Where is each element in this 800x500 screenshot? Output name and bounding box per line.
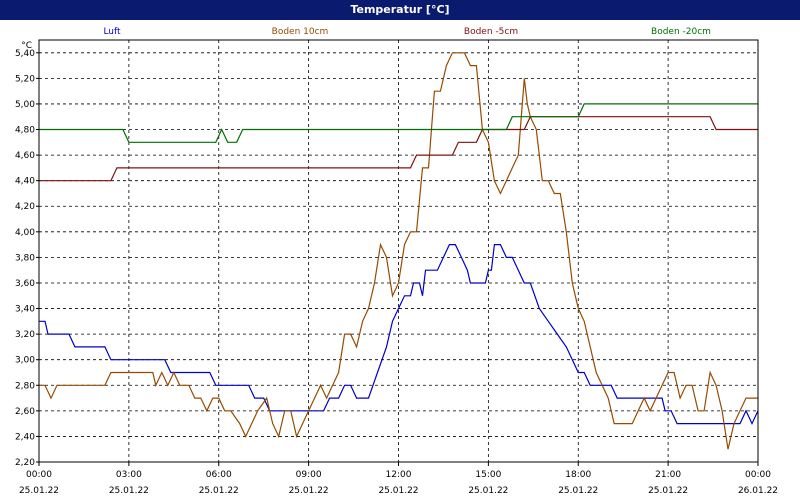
- x-tick-time-label: 09:00: [296, 470, 322, 480]
- y-tick-label: 3,80: [15, 253, 35, 263]
- x-tick-date-label: 25.01.22: [468, 486, 508, 496]
- legend-item: Boden -5cm: [464, 27, 518, 37]
- x-tick-date-label: 25.01.22: [378, 486, 418, 496]
- x-tick-date-label: 25.01.22: [19, 486, 59, 496]
- y-tick-label: 4,80: [15, 126, 35, 136]
- y-tick-label: 2,40: [15, 432, 35, 442]
- gridlines: [39, 40, 758, 463]
- y-tick-label: 2,20: [15, 458, 35, 468]
- y-tick-label: 2,80: [15, 381, 35, 391]
- x-tick-time-label: 03:00: [116, 470, 142, 480]
- y-tick-label: 5,20: [15, 74, 35, 84]
- series-line-3: [39, 116, 758, 182]
- y-tick-label: 2,60: [15, 407, 35, 417]
- x-tick-time-label: 15:00: [475, 470, 501, 480]
- x-tick-date-label: 25.01.22: [109, 486, 149, 496]
- legend: Luft Boden 10cm Boden -5cm Boden -20cm: [103, 27, 711, 37]
- x-tick-time-label: 18:00: [565, 470, 591, 480]
- x-tick-date-label: 25.01.22: [289, 486, 329, 496]
- x-tick-time-label: 00:00: [26, 470, 52, 480]
- legend-item: Boden -20cm: [651, 27, 711, 37]
- y-tick-label: 3,60: [15, 279, 35, 289]
- x-tick-time-label: 12:00: [386, 470, 412, 480]
- y-tick-label: 4,20: [15, 202, 35, 212]
- series-lines: [39, 52, 759, 450]
- series-line-1: [39, 244, 759, 426]
- plot-frame: [38, 39, 759, 463]
- x-tick-time-label: 00:00: [745, 470, 771, 480]
- x-tick-date-label: 25.01.22: [648, 486, 688, 496]
- legend-item: Luft: [103, 27, 121, 37]
- y-axis-ticks: 2,20 2,40 2,60 2,80 3,00 3,20 3,40 3,60 3,80 4,00…: [15, 49, 39, 468]
- y-tick-label: 5,40: [15, 49, 35, 59]
- chart-title: Temperatur [°C]: [350, 3, 450, 16]
- x-tick-date-label: 25.01.22: [199, 486, 239, 496]
- y-tick-label: 5,00: [15, 100, 35, 110]
- x-tick-date-label: 25.01.22: [558, 486, 598, 496]
- temperature-chart: Luft Boden 10cm Boden -5cm Boden -20cm °C 2…: [0, 20, 800, 500]
- y-tick-label: 4,40: [15, 177, 35, 187]
- x-axis-ticks: 00:00 25.01.22 03:00 25.01.22 06:00 25.01.22 0…: [19, 462, 778, 496]
- y-tick-label: 4,60: [15, 151, 35, 161]
- y-tick-label: 3,40: [15, 305, 35, 315]
- series-line-2: [39, 52, 758, 450]
- y-tick-label: 3,20: [15, 330, 35, 340]
- title-bar: Temperatur [°C]: [0, 0, 800, 21]
- series-line-4: [39, 103, 758, 143]
- y-axis-unit: °C: [21, 41, 32, 51]
- x-tick-date-label: 26.01.22: [738, 486, 778, 496]
- y-tick-label: 4,00: [15, 228, 35, 238]
- x-tick-time-label: 21:00: [655, 470, 681, 480]
- x-tick-time-label: 06:00: [206, 470, 232, 480]
- legend-item: Boden 10cm: [272, 27, 329, 37]
- chart-background: [0, 20, 800, 500]
- y-tick-label: 3,00: [15, 356, 35, 366]
